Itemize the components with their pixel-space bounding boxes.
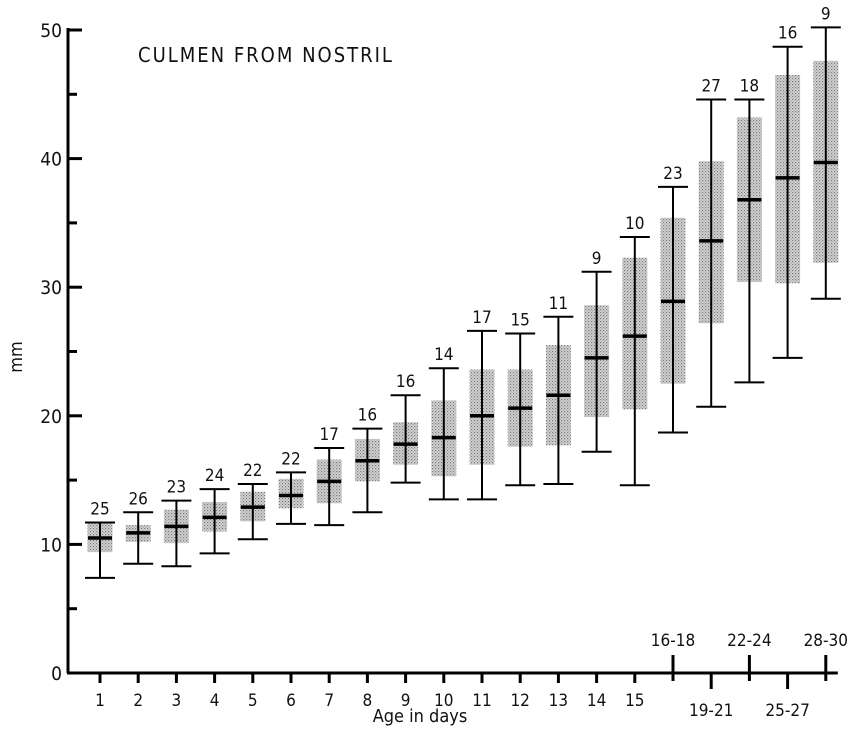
sample-size-label: 16: [778, 24, 797, 44]
x-tick-label: 8: [363, 691, 373, 711]
sample-size-label: 9: [592, 249, 602, 269]
chart-title: CULMEN FROM NOSTRIL: [138, 43, 394, 67]
sample-size-label: 17: [319, 425, 338, 445]
sample-size-label: 15: [510, 310, 529, 330]
sample-size-label: 27: [701, 76, 720, 96]
y-axis-title: mm: [6, 341, 27, 373]
x-tick-label: 3: [172, 691, 182, 711]
x-tick-label: 7: [324, 691, 334, 711]
x-tick-label: 6: [286, 691, 296, 711]
x-tick-label: 22-24: [727, 631, 771, 651]
sample-size-label: 10: [625, 214, 644, 234]
sample-size-label: 17: [472, 308, 491, 328]
y-tick-label: 30: [40, 277, 62, 299]
x-tick-label: 28-30: [804, 631, 848, 651]
sample-size-label: 11: [549, 294, 568, 314]
y-tick-label: 20: [40, 406, 62, 428]
sample-size-label: 25: [90, 500, 109, 520]
y-tick-label: 0: [51, 663, 62, 685]
x-tick-label: 4: [210, 691, 220, 711]
x-tick-label: 15: [625, 691, 644, 711]
sample-size-label: 14: [434, 345, 453, 365]
y-tick-label: 50: [40, 20, 62, 42]
sample-size-label: 26: [128, 489, 147, 509]
x-tick-label: 13: [549, 691, 568, 711]
y-tick-label: 40: [40, 149, 62, 171]
x-tick-label: 19-21: [689, 701, 733, 721]
sample-size-label: 22: [243, 461, 262, 481]
x-tick-label: 12: [510, 691, 529, 711]
sample-size-label: 16: [396, 372, 415, 392]
x-tick-label: 11: [472, 691, 491, 711]
sample-size-label: 23: [663, 164, 682, 184]
x-tick-label: 16-18: [651, 631, 695, 651]
x-tick-label: 9: [401, 691, 411, 711]
sample-size-label: 18: [740, 76, 759, 96]
sample-size-label: 23: [167, 478, 186, 498]
sample-size-label: 16: [358, 406, 377, 426]
x-tick-label: 1: [95, 691, 105, 711]
plot-area: 25 26 23 24 22 22 17 16 16 14 17 15 11 9 10 23 27 18 16 9: [85, 4, 841, 579]
sample-size-label: 9: [821, 4, 831, 24]
x-tick-label: 10: [434, 691, 453, 711]
sample-size-label: 22: [281, 449, 300, 469]
x-tick-label: 5: [248, 691, 258, 711]
x-tick-label: 2: [133, 691, 143, 711]
x-tick-label: 25-27: [765, 701, 809, 721]
x-axis-title: Age in days: [373, 706, 468, 727]
sample-size-label: 24: [205, 466, 224, 486]
x-tick-label: 14: [587, 691, 606, 711]
y-tick-label: 10: [40, 534, 62, 556]
